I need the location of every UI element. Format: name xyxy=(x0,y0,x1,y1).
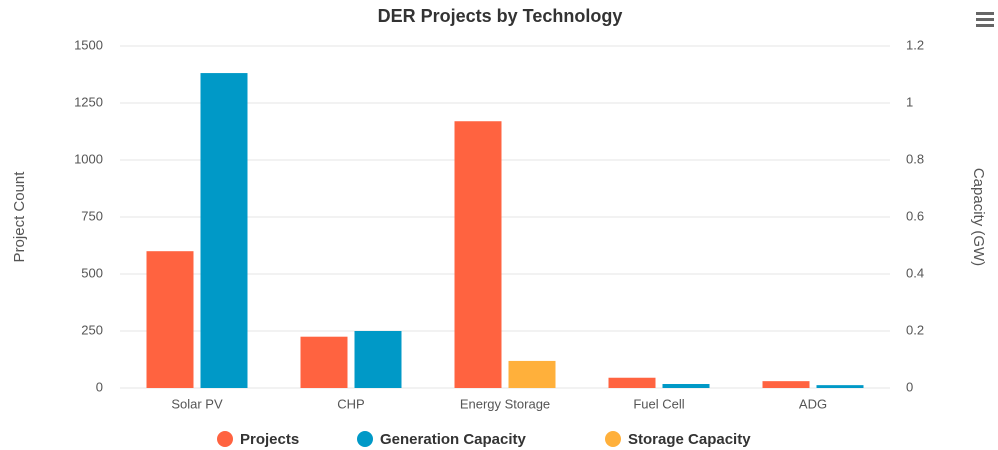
bar xyxy=(200,73,248,388)
y2-tick-label: 1.2 xyxy=(906,37,924,52)
y2-tick-label: 0 xyxy=(906,379,913,394)
legend-label: Storage Capacity xyxy=(628,431,751,448)
x-tick-label: Solar PV xyxy=(171,396,223,411)
bar xyxy=(816,385,864,388)
legend-marker xyxy=(605,431,621,447)
x-tick-label: Energy Storage xyxy=(460,396,550,411)
y2-axis-title: Capacity (GW) xyxy=(970,168,987,266)
menu-bar[interactable] xyxy=(976,24,994,27)
y2-tick-label: 0.4 xyxy=(906,265,924,280)
y-tick-label: 1500 xyxy=(74,37,103,52)
y-tick-label: 250 xyxy=(81,322,103,337)
bar xyxy=(454,121,502,389)
legend-marker xyxy=(357,431,373,447)
y2-tick-label: 1 xyxy=(906,94,913,109)
y2-tick-label: 0.2 xyxy=(906,322,924,337)
bar xyxy=(608,377,656,388)
x-tick-label: CHP xyxy=(337,396,364,411)
legend-label: Projects xyxy=(240,431,299,448)
bar xyxy=(662,384,710,388)
y2-tick-label: 0.6 xyxy=(906,208,924,223)
y-tick-label: 1250 xyxy=(74,94,103,109)
x-tick-label: Fuel Cell xyxy=(633,396,684,411)
bar xyxy=(146,251,194,388)
y-tick-label: 0 xyxy=(96,379,103,394)
y-tick-label: 500 xyxy=(81,265,103,280)
bar xyxy=(508,360,556,388)
y2-tick-label: 0.8 xyxy=(906,151,924,166)
y-axis-title: Project Count xyxy=(11,171,28,263)
bar xyxy=(300,336,348,388)
menu-button[interactable] xyxy=(976,12,994,27)
bar xyxy=(762,381,810,388)
menu-bar[interactable] xyxy=(976,18,994,21)
bar xyxy=(354,331,402,388)
chart-title: DER Projects by Technology xyxy=(378,6,623,26)
menu-bar[interactable] xyxy=(976,12,994,15)
y-tick-label: 750 xyxy=(81,208,103,223)
legend-marker xyxy=(217,431,233,447)
y-tick-label: 1000 xyxy=(74,151,103,166)
legend-label: Generation Capacity xyxy=(380,431,527,448)
x-tick-label: ADG xyxy=(799,396,827,411)
